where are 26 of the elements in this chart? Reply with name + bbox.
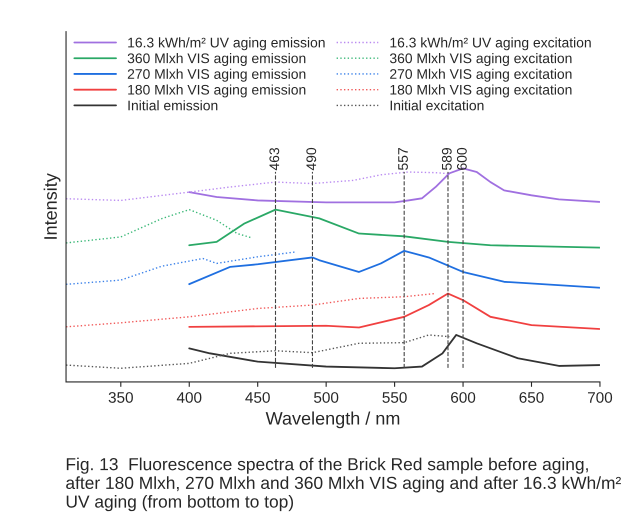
ref-line-label: 557: [398, 148, 408, 170]
legend-label: 360 Mlxh VIS aging emission: [128, 53, 306, 66]
x-tick-label: 700: [588, 392, 612, 403]
x-axis-title: Wavelength / nm: [266, 411, 400, 428]
x-tick-label: 450: [245, 392, 270, 403]
legend-label: 180 Mlxh VIS aging emission: [128, 84, 306, 98]
legend-label: 270 Mlxh VIS aging excitation: [390, 68, 572, 82]
x-tick-label: 400: [176, 392, 202, 403]
legend-label: Initial emission: [128, 100, 218, 110]
ref-line-label: 589: [442, 148, 452, 170]
x-tick-label: 350: [108, 392, 133, 403]
legend-label: 270 Mlxh VIS aging emission: [128, 68, 306, 82]
ref-line-label: 463: [269, 148, 280, 170]
x-tick-label: 500: [314, 392, 338, 403]
legend-label: 360 Mlxh VIS aging excitation: [390, 53, 572, 66]
ref-line-label: 600: [456, 148, 467, 170]
caption: Fig. 13 Fluorescence spectra of the Brick Red sample before aging, after 180 Mlxh, 270 Mlxh and 360 Mlxh VIS aging and after 16.3 kWh/m² UV aging (from bottom to top): [66, 458, 621, 512]
y-axis-title: Intensity: [44, 173, 60, 239]
legend-label: Initial excitation: [390, 100, 484, 110]
x-tick-label: 600: [451, 392, 476, 403]
x-tick-label: 650: [520, 392, 544, 403]
x-tick-label: 550: [382, 392, 407, 403]
legend-label: 16.3 kWh/m² UV aging excitation: [390, 37, 591, 50]
ref-line-label: 490: [306, 148, 316, 170]
legend-label: 180 Mlxh VIS aging excitation: [390, 84, 572, 98]
legend-label: 16.3 kWh/m² UV aging emission: [128, 37, 325, 50]
